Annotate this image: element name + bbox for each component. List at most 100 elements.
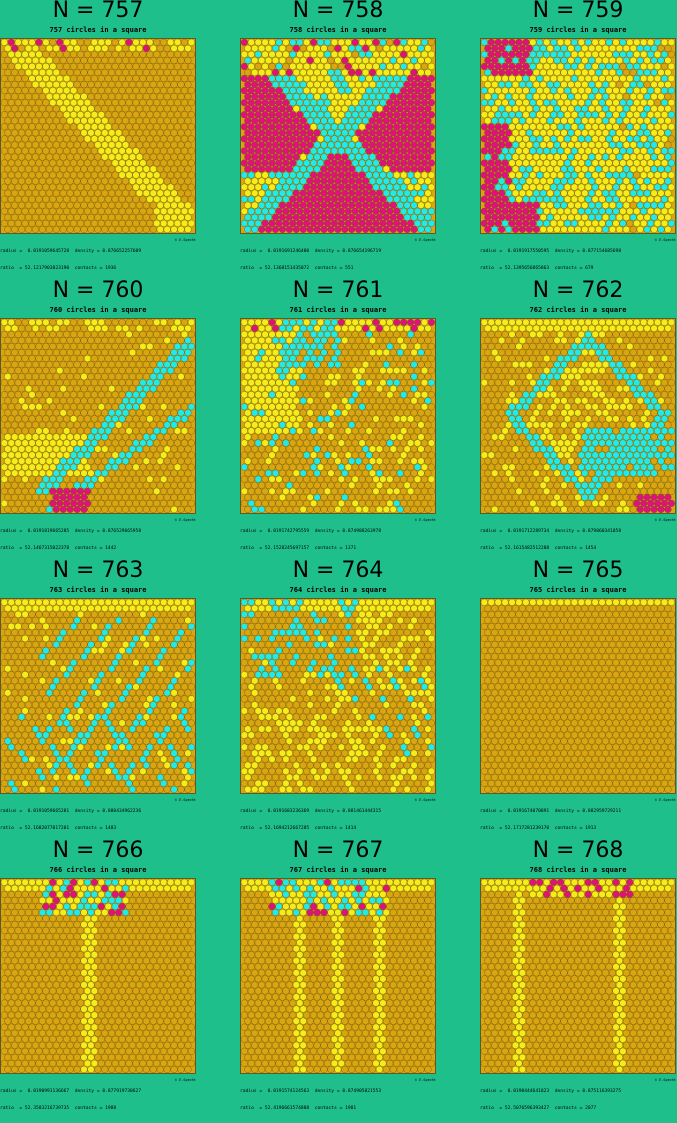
packed-circle: [393, 500, 400, 507]
packed-circle: [46, 214, 53, 221]
packing-svg: [241, 319, 435, 513]
packed-circle: [39, 458, 46, 465]
packed-circle: [15, 464, 22, 471]
packed-circle: [526, 166, 533, 173]
packed-circle: [428, 440, 435, 447]
packed-circle: [269, 416, 276, 423]
packed-circle: [101, 422, 108, 429]
packed-circle: [293, 214, 300, 221]
packed-circle: [526, 117, 533, 124]
packed-circle: [46, 69, 53, 76]
packed-circle: [122, 506, 129, 513]
packed-circle: [581, 81, 588, 88]
packed-circle: [91, 111, 98, 118]
packed-circle: [571, 184, 578, 191]
packed-circle: [241, 136, 248, 143]
packed-circle: [557, 123, 564, 130]
packed-circle: [241, 379, 248, 386]
packed-circle: [602, 226, 609, 233]
packed-circle: [575, 337, 582, 344]
packed-circle: [362, 361, 369, 368]
packed-circle: [91, 136, 98, 143]
packed-circle: [293, 494, 300, 501]
packed-circle: [84, 488, 91, 495]
packed-circle: [251, 325, 258, 332]
packed-circle: [105, 184, 112, 191]
packed-circle: [623, 105, 630, 112]
packed-circle: [355, 373, 362, 380]
packed-circle: [658, 410, 665, 417]
packed-circle: [11, 117, 18, 124]
packed-circle: [376, 397, 383, 404]
packed-circle: [359, 123, 366, 130]
packed-circle: [4, 482, 11, 489]
packed-circle: [317, 196, 324, 203]
packed-circle: [248, 148, 255, 155]
packed-circle: [153, 172, 160, 179]
packed-circle: [578, 148, 585, 155]
packed-circle: [540, 422, 547, 429]
packed-circle: [262, 111, 269, 118]
packed-circle: [74, 190, 81, 197]
packed-circle: [637, 130, 644, 137]
packed-circle: [11, 410, 18, 417]
packed-circle: [352, 464, 359, 471]
packed-circle: [526, 373, 533, 380]
packed-circle: [25, 166, 32, 173]
packed-circle: [550, 87, 557, 94]
packed-circle: [307, 178, 314, 185]
packed-circle: [143, 142, 150, 149]
packed-circle: [317, 391, 324, 398]
packed-circle: [81, 337, 88, 344]
packed-circle: [557, 51, 564, 58]
packed-circle: [495, 63, 502, 70]
packed-circle: [101, 494, 108, 501]
packed-circle: [341, 178, 348, 185]
packed-circle: [164, 130, 171, 137]
packed-circle: [310, 63, 317, 70]
packed-circle: [491, 214, 498, 221]
packed-circle: [592, 184, 599, 191]
packed-circle: [112, 464, 119, 471]
packed-circle: [181, 416, 188, 423]
packed-circle: [70, 196, 77, 203]
packed-circle: [74, 470, 81, 477]
packed-circle: [640, 172, 647, 179]
packed-circle: [491, 117, 498, 124]
packed-circle: [46, 349, 53, 356]
packed-circle: [623, 214, 630, 221]
packed-circle: [143, 337, 150, 344]
packed-circle: [509, 51, 516, 58]
packed-circle: [516, 379, 523, 386]
packed-circle: [255, 440, 262, 447]
packed-circle: [286, 349, 293, 356]
packed-circle: [43, 123, 50, 130]
packed-circle: [602, 178, 609, 185]
packed-circle: [595, 93, 602, 100]
packed-circle: [328, 202, 335, 209]
packed-circle: [147, 319, 154, 326]
packed-circle: [599, 428, 606, 435]
packed-circle: [616, 117, 623, 124]
packed-circle: [241, 464, 248, 471]
packed-circle: [575, 226, 582, 233]
packed-circle: [314, 494, 321, 501]
packed-circle: [310, 75, 317, 82]
packed-circle: [46, 434, 53, 441]
packed-circle: [533, 81, 540, 88]
packed-circle: [129, 361, 136, 368]
packed-circle: [133, 136, 140, 143]
packed-circle: [290, 428, 297, 435]
packed-circle: [581, 142, 588, 149]
packed-circle: [171, 446, 178, 453]
packed-circle: [115, 410, 122, 417]
packed-circle: [248, 500, 255, 507]
packed-circle: [647, 319, 654, 326]
packed-circle: [418, 337, 425, 344]
packed-circle: [491, 154, 498, 161]
packed-circle: [290, 452, 297, 459]
packed-circle: [530, 319, 537, 326]
packed-circle: [484, 105, 491, 112]
packed-circle: [328, 434, 335, 441]
packed-circle: [595, 410, 602, 417]
